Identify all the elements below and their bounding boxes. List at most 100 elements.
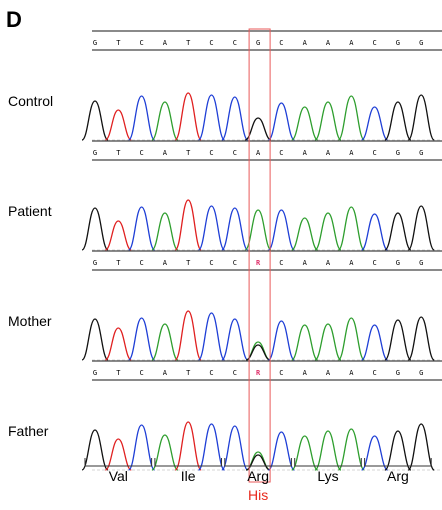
trace-peak [384,212,412,251]
base-call: C [279,259,283,267]
trace-peak [384,430,412,471]
trace-peak [291,435,319,471]
trace-peak [221,96,249,141]
trace-peak [104,220,132,251]
base-call: A [349,149,354,157]
base-call: T [116,39,121,47]
trace-peak [81,207,109,251]
trace-peak [127,95,156,141]
trace-peak [127,424,156,471]
codon-bracket [364,458,432,467]
base-call: G [93,149,97,157]
base-call: G [396,259,400,267]
base-call: A [349,39,354,47]
trace-peak [81,429,109,471]
trace-peak [197,423,226,471]
base-call: C [233,369,237,377]
trace-peak [127,317,156,361]
base-call: G [93,39,97,47]
trace-peak [407,423,435,471]
trace-peak [221,425,249,471]
base-call: A [326,369,331,377]
base-call: C [233,39,237,47]
trace-peak [267,102,296,141]
base-call: A [303,149,308,157]
base-call: A [303,259,308,267]
base-call: C [209,259,213,267]
base-call: C [279,39,283,47]
base-call: T [186,149,191,157]
track-patient: G T C A T C C A C A A A C G G Patient [8,140,442,251]
trace-peak [291,217,319,251]
codon-amino-acid: Ile [181,468,196,484]
codon-annotation: Val Ile Arg Lys Arg [84,458,432,484]
trace-peak [384,319,412,361]
trace-peak [127,206,156,251]
trace-peak [267,320,296,361]
base-call: C [279,149,283,157]
trace-peak [151,323,179,361]
trace-peak [314,212,342,251]
base-call: A [256,149,261,157]
codon-amino-acid: Lys [317,468,338,484]
trace-peak [81,318,109,361]
track-label: Control [8,93,53,109]
trace-peak [314,323,342,361]
base-call: G [419,259,423,267]
codon-bracket [294,458,362,467]
trace-peak [221,318,249,361]
codon-amino-acid: Arg [247,468,269,484]
base-call: G [396,39,400,47]
codon-bracket [154,458,222,467]
mutation-highlight-box [248,28,271,483]
track-mother: G T C A T C C R C A A A C G G Mother [8,250,442,361]
trace-peak [407,205,435,251]
base-call: G [396,149,400,157]
trace-peak [151,212,179,251]
base-call: G [419,149,423,157]
track-father: G T C A T C C R C A A A C G G Father [8,360,442,471]
base-call: A [163,369,168,377]
base-call: A [163,39,168,47]
codon-bracket [84,458,153,467]
base-call: A [326,39,331,47]
trace-peak [174,421,202,471]
codon-amino-acid: Val [109,468,128,484]
trace-peak [151,434,179,471]
trace-peak [267,209,296,251]
base-call: T [186,369,191,377]
track-control: G T C A T C C G C A A A C G G Control [8,30,442,141]
base-call: C [139,149,143,157]
base-call: C [209,149,213,157]
trace-peak [337,317,365,361]
base-call: C [233,259,237,267]
trace-peak [151,101,179,141]
base-call: R [256,259,261,267]
base-call: G [396,369,400,377]
base-call: C [372,149,376,157]
codon-amino-acid: Arg [387,468,409,484]
base-call: T [186,259,191,267]
track-label: Patient [8,203,52,219]
base-call: T [116,149,121,157]
trace-peak [267,431,296,471]
base-call: G [93,369,97,377]
trace-peak [104,109,132,141]
trace-peak [361,324,388,361]
base-call: C [209,369,213,377]
base-call: A [349,369,354,377]
base-call: T [116,369,121,377]
track-label: Father [8,423,49,439]
base-call: A [303,369,308,377]
trace-peak [291,324,319,361]
trace-peak [407,316,435,361]
base-call: G [419,39,423,47]
base-call: A [163,259,168,267]
trace-peak [314,101,342,141]
trace-peak [245,454,271,471]
chromatogram-tracks: G T C A T C C G C A A A C G G Control G T C A T C C A C A A A C G G Pat… [8,30,442,471]
trace-peak [337,95,365,141]
base-call: A [163,149,168,157]
trace-peak [197,312,226,361]
